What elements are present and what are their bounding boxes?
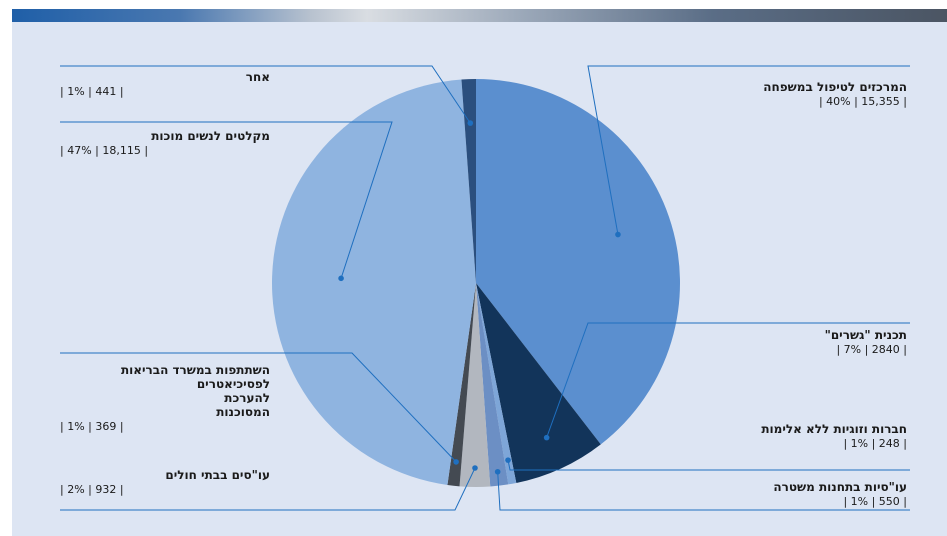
label-bridges-program: תכנית "גשרים" | 7% | 2840 | <box>687 328 907 357</box>
pie-slice-other <box>461 79 476 283</box>
label-relationships-name: חברות וזוגיות ללא אלימות <box>761 422 907 436</box>
pie-slice-health-ministry <box>447 283 476 487</box>
header-gradient-bar <box>12 9 947 22</box>
label-shelters-name: מקלטים לנשים מוכות <box>151 129 270 143</box>
pie-slice-bridges-program <box>476 283 601 483</box>
label-bridges-program-name: תכנית "גשרים" <box>824 328 907 342</box>
label-police-social-workers-name: עו"סיות בתחנות משטרה <box>773 480 907 494</box>
leader-dot-relationships <box>505 457 511 463</box>
leader-line-shelters <box>60 121 393 279</box>
label-shelters: מקלטים לנשים מוכות | 47% | 18,115 | <box>60 129 270 158</box>
label-hospital-social-workers: עו"סים בבתי חולים | 2% | 932 | <box>60 468 270 497</box>
leader-dot-shelters <box>338 275 344 282</box>
leader-dot-health-ministry <box>453 459 459 465</box>
label-hospital-social-workers-name: עו"סים בבתי חולים <box>165 468 270 482</box>
label-other-stat: | 1% | 441 | <box>60 85 124 98</box>
pie-slice-family-centers <box>476 79 680 445</box>
leader-dot-hospital-social-workers <box>472 465 478 471</box>
leader-dot-other <box>467 120 474 126</box>
leader-dot-police-social-workers <box>494 468 501 475</box>
label-relationships-stat: | 1% | 248 | <box>843 437 907 450</box>
pie-slice-relationships <box>476 283 517 485</box>
pie-slice-shelters <box>272 79 476 485</box>
label-family-centers-stat: | 40% | 15,355 | <box>818 95 907 108</box>
label-health-ministry-stat: | 1% | 369 | <box>60 420 124 433</box>
label-shelters-stat: | 47% | 18,115 | <box>60 144 149 157</box>
leader-line-police-social-workers <box>497 471 910 511</box>
label-other: אחר | 1% | 441 | <box>60 70 270 99</box>
leader-dot-family-centers <box>615 231 621 238</box>
label-other-name: אחר <box>245 70 270 84</box>
leader-dot-bridges-program <box>543 434 550 441</box>
leader-line-hospital-social-workers <box>60 467 476 511</box>
pie-slice-police-social-workers <box>476 283 509 487</box>
label-health-ministry: השתתפות במשרד הבריאות לפסיכיאטרים להערכת… <box>60 363 270 434</box>
label-health-ministry-name: השתתפות במשרד הבריאות לפסיכיאטרים להערכת… <box>120 363 270 419</box>
pie-slice-hospital-social-workers <box>459 283 491 487</box>
label-police-social-workers: עו"סיות בתחנות משטרה | 1% | 550 | <box>687 480 907 509</box>
label-hospital-social-workers-stat: | 2% | 932 | <box>60 483 124 496</box>
leader-line-relationships <box>507 460 910 471</box>
leader-line-health-ministry <box>60 352 457 463</box>
label-family-centers-name: המרכזים לטיפול במשפחה <box>763 80 907 94</box>
label-family-centers: המרכזים לטיפול במשפחה | 40% | 15,355 | <box>687 80 907 109</box>
leader-line-other <box>60 65 471 124</box>
leader-line-bridges-program <box>546 322 910 438</box>
label-bridges-program-stat: | 7% | 2840 | <box>836 343 907 356</box>
label-police-social-workers-stat: | 1% | 550 | <box>843 495 907 508</box>
leader-line-family-centers <box>587 65 910 235</box>
label-relationships: חברות וזוגיות ללא אלימות | 1% | 248 | <box>687 422 907 451</box>
